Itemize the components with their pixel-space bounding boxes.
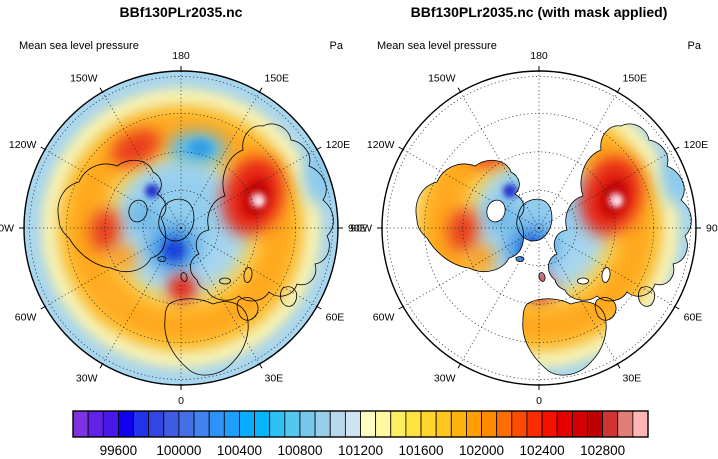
units-label: Pa <box>329 40 343 52</box>
lon-label: 120W <box>367 139 395 151</box>
subtitle-row: Mean sea level pressure Pa <box>359 40 718 52</box>
colorbar-tick-label: 102000 <box>459 443 504 458</box>
lon-label: 60W <box>373 312 395 324</box>
lon-label: 0 <box>536 395 542 407</box>
colorbar-box <box>102 410 119 438</box>
lon-label: 120E <box>684 139 709 151</box>
colorbar-box <box>602 410 619 438</box>
colorbar-box <box>632 410 649 438</box>
lon-label: 90W <box>350 223 372 235</box>
colorbar-box <box>269 410 286 438</box>
variable-label: Mean sea level pressure <box>19 40 139 52</box>
lon-label: 60W <box>15 312 37 324</box>
colorbar-tick-label: 101600 <box>398 443 443 458</box>
colorbar-tick-label: 102800 <box>580 443 625 458</box>
lon-label: 30E <box>265 373 284 385</box>
colorbar-box <box>223 410 240 438</box>
lon-label: 150W <box>428 72 456 84</box>
panel-masked: BBf130PLr2035.nc (with mask applied) Mea… <box>350 0 718 410</box>
lon-label: 150E <box>265 72 290 84</box>
colorbar-box <box>541 410 558 438</box>
colorbar-box <box>133 410 150 438</box>
pressure-colorbar: 99600 100000 100400 100800 101200 101600 10200… <box>72 410 649 458</box>
colorbar-box <box>617 410 634 438</box>
colorbar-box <box>208 410 225 438</box>
colorbar-box <box>178 410 195 438</box>
colorbar-box <box>299 410 316 438</box>
colorbar-box <box>87 410 104 438</box>
lon-label: 120W <box>9 139 37 151</box>
colorbar-box <box>284 410 301 438</box>
colorbar-box <box>148 410 165 438</box>
units-label: Pa <box>687 40 701 52</box>
lon-label: 0 <box>178 395 184 407</box>
colorbar-box <box>571 410 588 438</box>
colorbar-box <box>496 410 513 438</box>
colorbar-box <box>239 410 255 438</box>
colorbar-box <box>587 410 604 438</box>
colorbar-box <box>329 410 346 438</box>
colorbar-tick-label: 101200 <box>338 443 383 458</box>
coastlines <box>57 123 334 376</box>
variable-label: Mean sea level pressure <box>377 40 497 52</box>
lon-label: 30E <box>623 373 642 385</box>
coastlines <box>415 123 692 376</box>
panel-title: BBf130PLr2035.nc <box>119 4 243 20</box>
lon-label: 90E <box>348 223 367 235</box>
lon-label: 60E <box>326 312 345 324</box>
panel-title: BBf130PLr2035.nc (with mask applied) <box>410 4 668 20</box>
lon-label: 30W <box>434 373 456 385</box>
polar-map-unmasked: 180 150W 120W 90W 60W 30W 0 30E 60E 90E 120E 150E <box>0 50 367 407</box>
colorbar-box <box>117 410 134 438</box>
lon-label: 150E <box>623 72 648 84</box>
lon-label: 150W <box>70 72 98 84</box>
colorbar-box <box>466 410 482 438</box>
lon-label: 180 <box>172 50 190 62</box>
subtitle-row: Mean sea level pressure Pa <box>1 40 361 52</box>
colorbar-box <box>556 410 573 438</box>
colorbar-boxes <box>72 410 649 438</box>
lon-label: 90W <box>0 223 14 235</box>
colorbar-box <box>344 410 361 438</box>
panel-unmasked: BBf130PLr2035.nc Mean sea level pressure… <box>0 0 367 410</box>
colorbar-box <box>390 410 407 438</box>
colorbar-tick-label: 99600 <box>100 443 138 458</box>
colorbar-box <box>511 410 528 438</box>
colorbar-box <box>405 410 422 438</box>
colorbar-tick-label: 102400 <box>520 443 565 458</box>
colorbar-box <box>450 410 467 438</box>
colorbar-box <box>314 410 331 438</box>
colorbar-tick-label: 100800 <box>277 443 322 458</box>
colorbar-box <box>193 410 210 438</box>
lon-label: 60E <box>684 312 703 324</box>
lon-label: 120E <box>326 139 351 151</box>
colorbar-box <box>526 410 543 438</box>
colorbar-box <box>435 410 452 438</box>
colorbar-box <box>254 410 271 438</box>
lon-label: 30W <box>76 373 98 385</box>
colorbar-box <box>375 410 392 438</box>
colorbar-box <box>481 410 498 438</box>
lon-label: 180 <box>530 50 548 62</box>
colorbar-tick-label: 100400 <box>217 443 262 458</box>
lon-label: 90E <box>706 223 718 235</box>
colorbar-tick-label: 100000 <box>156 443 201 458</box>
polar-map-masked: 180 150W 120W 90W 60W 30W 0 30E 60E 90E 120E 150E <box>350 50 718 407</box>
colorbar-box <box>72 410 89 438</box>
colorbar-box <box>420 410 437 438</box>
colorbar-box <box>360 410 377 438</box>
colorbar-box <box>163 410 180 438</box>
